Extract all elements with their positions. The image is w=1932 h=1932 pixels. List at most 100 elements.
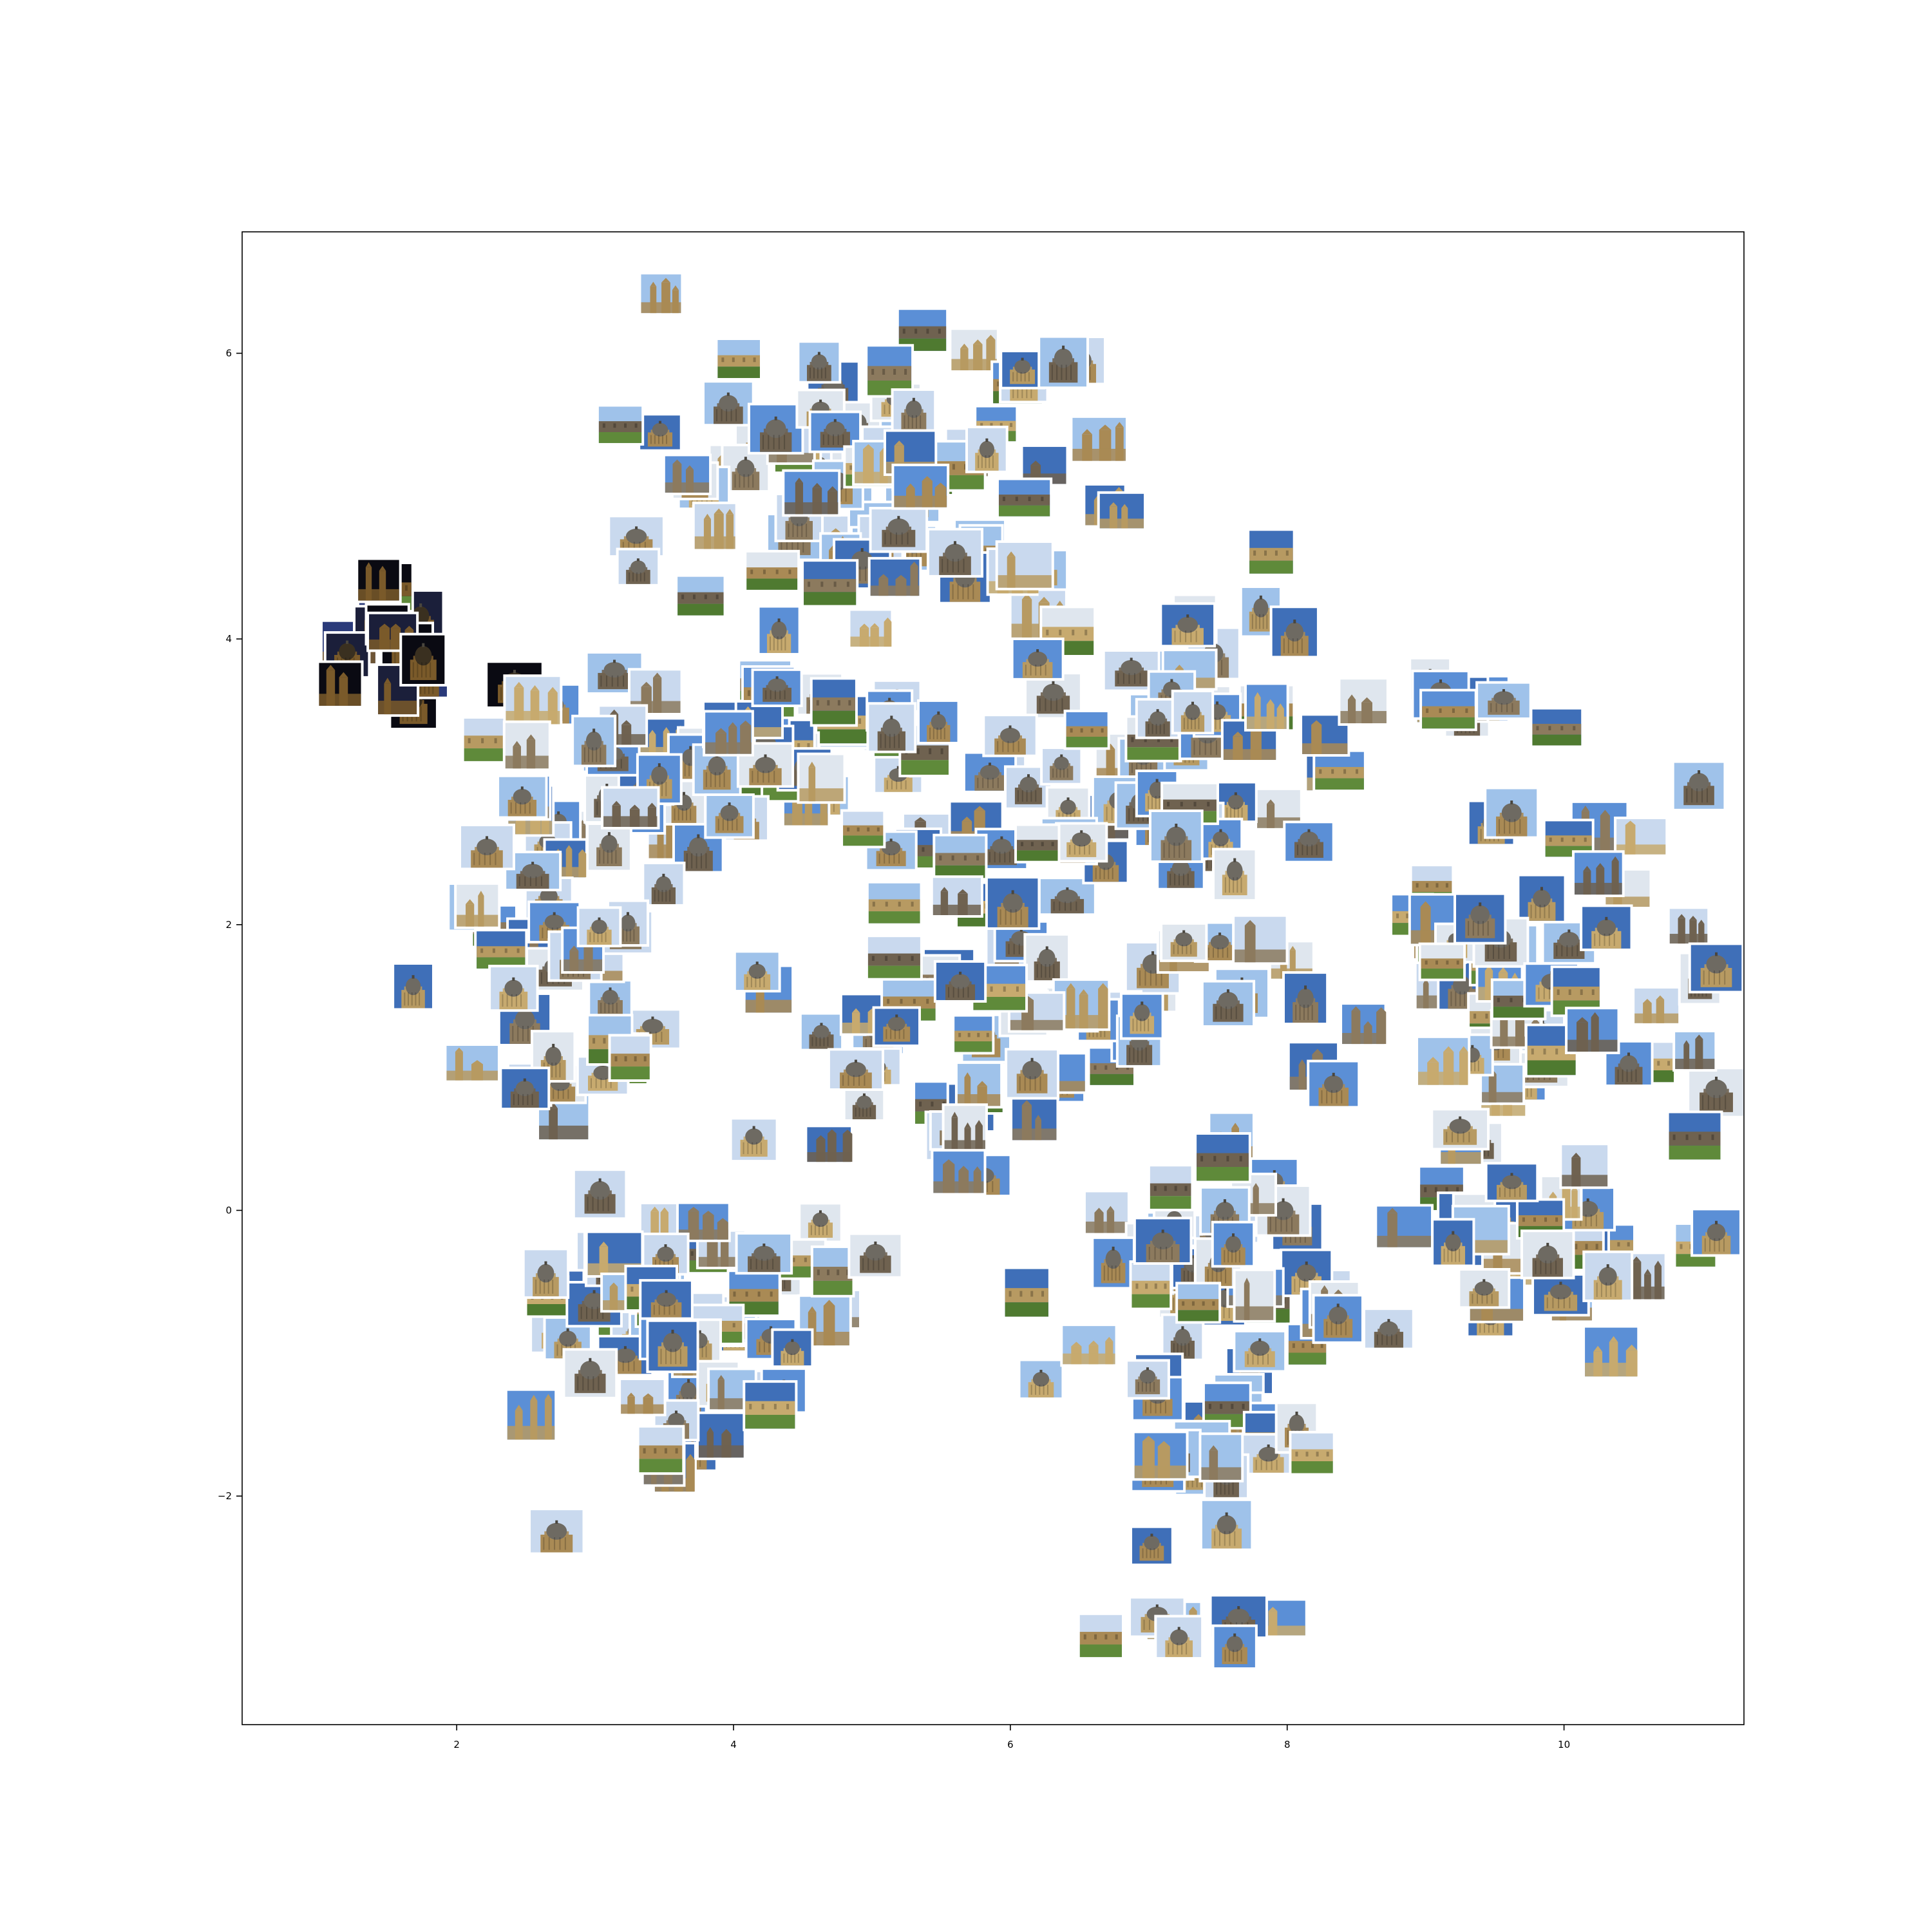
image-thumbnail-point (1672, 1029, 1718, 1072)
image-thumbnail-point (366, 611, 419, 652)
image-thumbnail-point (1133, 1217, 1193, 1265)
image-thumbnail-point (692, 501, 738, 552)
image-thumbnail-point (1132, 1430, 1189, 1481)
image-thumbnail-point (1244, 682, 1289, 732)
image-thumbnail-point (1418, 942, 1466, 981)
image-thumbnail-point (1408, 893, 1457, 947)
image-thumbnail-point (1037, 335, 1089, 390)
image-thumbnail-point (375, 663, 420, 717)
image-thumbnail-point (1014, 823, 1061, 864)
image-thumbnail-point (1338, 677, 1389, 726)
image-thumbnail-point (952, 1014, 995, 1055)
image-thumbnail-point (1023, 933, 1071, 983)
image-thumbnail-point (1199, 1498, 1254, 1551)
image-thumbnail-point (638, 413, 683, 452)
image-thumbnail-point (1688, 942, 1744, 994)
image-thumbnail-point (662, 453, 712, 495)
image-thumbnail-point (499, 1066, 551, 1111)
image-thumbnail-point (1198, 1432, 1244, 1482)
image-thumbnail-point (869, 507, 929, 553)
image-thumbnail-point (1233, 1268, 1276, 1323)
image-thumbnail-point (866, 702, 917, 753)
image-thumbnail-point (316, 660, 364, 708)
image-thumbnail-point (1542, 819, 1595, 860)
image-thumbnail-point (1040, 746, 1083, 786)
image-thumbnail-point (646, 1319, 699, 1374)
image-thumbnail-point (1211, 1220, 1256, 1268)
image-thumbnail-point (641, 861, 686, 907)
image-thumbnail-point (636, 1425, 685, 1475)
image-thumbnail-point (1077, 1612, 1125, 1660)
image-thumbnail-point (587, 979, 633, 1021)
image-thumbnail-point (982, 714, 1038, 757)
image-thumbnail-point (1531, 1273, 1590, 1317)
image-thumbnail-point (1200, 980, 1256, 1028)
y-tick-label: 2 (225, 919, 232, 931)
image-thumbnail-point (1582, 1325, 1640, 1379)
image-thumbnail-point (1060, 1323, 1118, 1367)
image-thumbnail-point (488, 965, 539, 1012)
image-thumbnail-point (848, 608, 894, 650)
y-axis: −2 0 2 4 6 (218, 348, 242, 1502)
image-thumbnail-point (1212, 848, 1258, 902)
image-thumbnail-point (1340, 1002, 1387, 1047)
image-thumbnail-point (996, 477, 1053, 519)
image-thumbnail-point (995, 540, 1054, 591)
image-thumbnail-point (608, 1034, 652, 1083)
image-thumbnail-point (848, 1232, 904, 1279)
image-thumbnail-point (1010, 637, 1065, 681)
x-axis: 2 4 6 8 10 (453, 1725, 1570, 1750)
image-thumbnail-point (891, 388, 937, 437)
image-thumbnail-point (639, 1279, 694, 1320)
image-thumbnail-point (999, 349, 1045, 390)
image-thumbnail-point (1148, 809, 1204, 864)
image-thumbnail-point (601, 786, 660, 829)
image-thumbnail-point (1211, 1624, 1258, 1671)
y-tick-label: 6 (225, 348, 232, 359)
image-thumbnail-point (504, 1388, 558, 1443)
image-thumbnail-point (1454, 892, 1507, 945)
image-thumbnail-point (703, 710, 754, 757)
x-tick-label: 2 (453, 1739, 460, 1750)
image-thumbnail-point (751, 668, 803, 708)
image-thumbnail-point (1147, 1164, 1194, 1211)
image-thumbnail-point (562, 1348, 618, 1399)
image-thumbnail-point (1018, 1358, 1065, 1400)
image-thumbnail-point (618, 1378, 667, 1417)
image-thumbnail-point (616, 547, 661, 587)
y-tick-label: 4 (225, 633, 232, 645)
image-thumbnail-point (1419, 688, 1477, 732)
image-thumbnail-point (1632, 985, 1681, 1026)
image-thumbnail-point (1289, 1430, 1336, 1476)
y-tick-label: 0 (225, 1204, 232, 1216)
image-thumbnail-point (1312, 1294, 1364, 1344)
image-thumbnail-point (1571, 850, 1625, 898)
image-thumbnail-point (1255, 787, 1303, 831)
image-thumbnail-point (1559, 1142, 1611, 1189)
image-thumbnail-point (797, 752, 846, 804)
image-thumbnail-point (1055, 822, 1108, 863)
image-thumbnail-point (797, 340, 842, 384)
image-thumbnail-point (1171, 689, 1215, 735)
image-thumbnail-point (355, 557, 402, 603)
image-thumbnail-point (867, 556, 922, 599)
image-thumbnail-point (804, 1124, 854, 1165)
image-thumbnail-point (747, 402, 804, 455)
image-thumbnail-point (917, 699, 960, 744)
image-thumbnail-point (1667, 906, 1710, 947)
image-thumbnail-point (1530, 706, 1584, 748)
image-thumbnail-point (528, 1508, 585, 1555)
image-thumbnail-point (757, 605, 801, 656)
image-thumbnail-point (1159, 602, 1217, 648)
image-thumbnail-point (1283, 820, 1335, 864)
image-thumbnail-point (933, 833, 988, 881)
image-thumbnail-point (1083, 1189, 1130, 1236)
image-thumbnail-point (392, 962, 435, 1011)
image-thumbnail-point (840, 809, 886, 849)
image-thumbnail-point (1247, 528, 1296, 576)
image-thumbnail-point (1475, 681, 1532, 721)
image-thumbnail-point (782, 469, 841, 517)
image-thumbnail-point (965, 425, 1009, 473)
x-tick-label: 4 (730, 1739, 737, 1750)
image-thumbnail-point (1130, 1525, 1174, 1566)
